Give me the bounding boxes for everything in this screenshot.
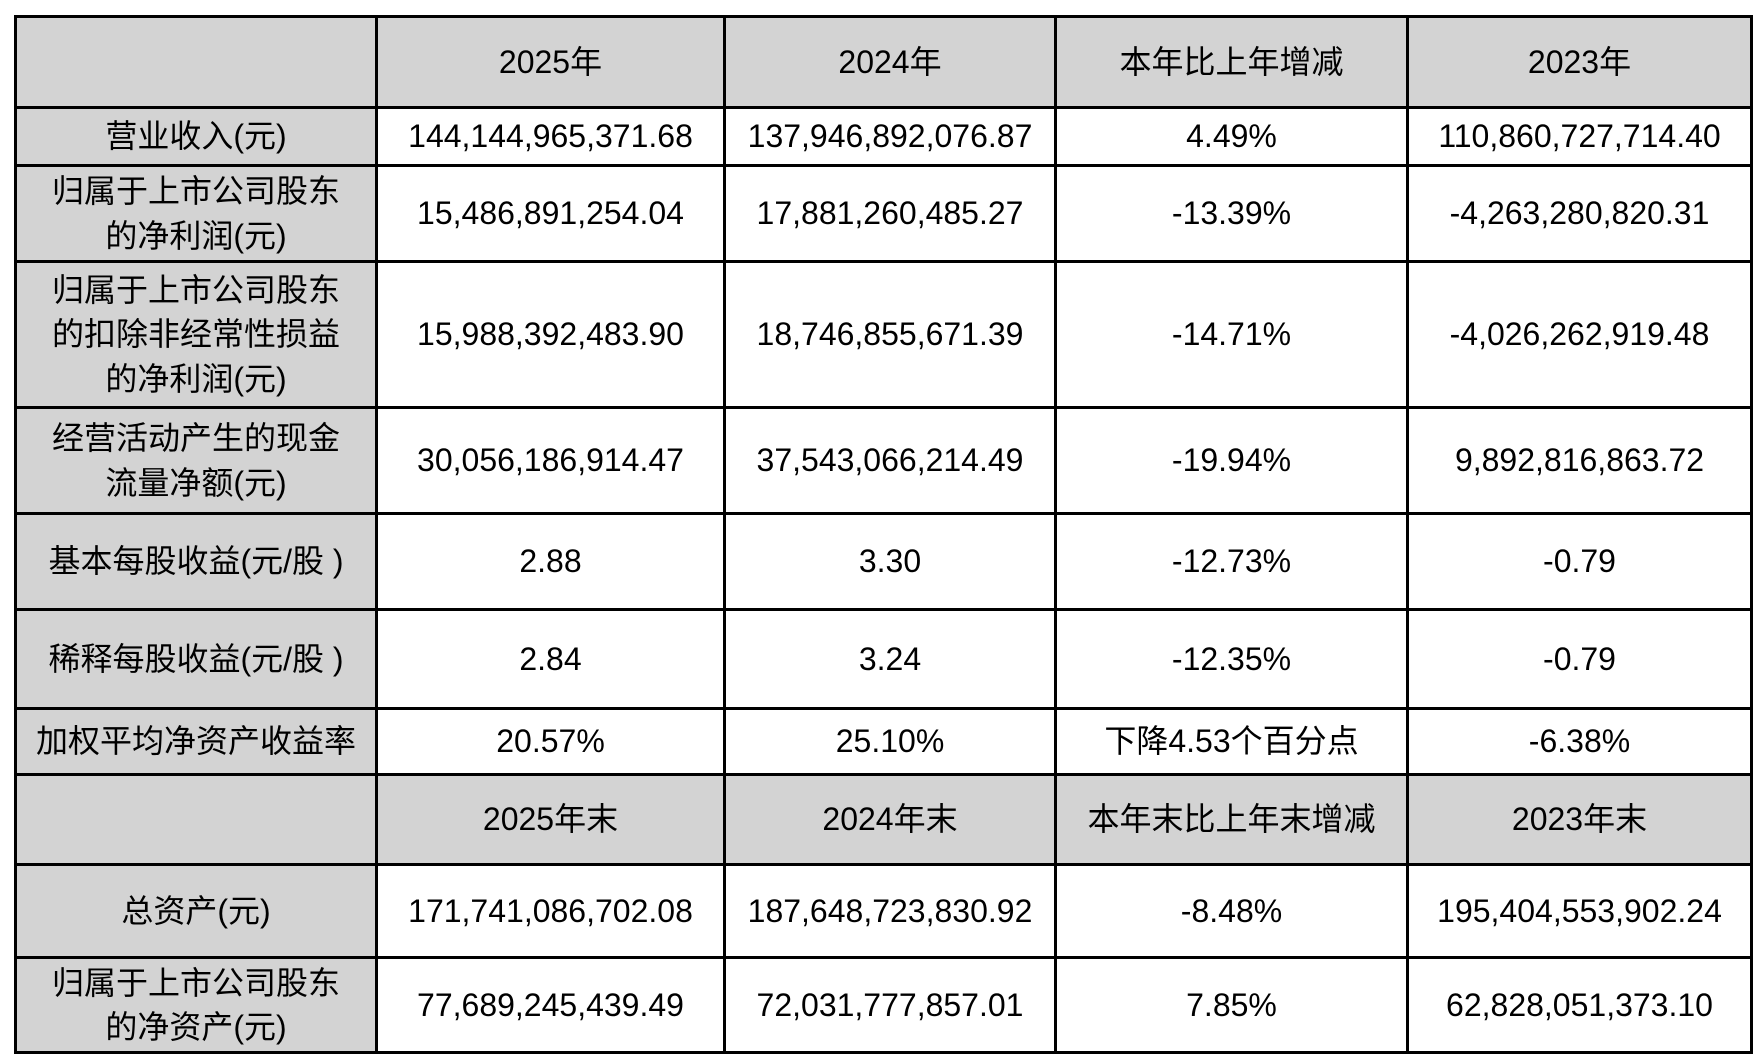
net-assets-2024: 72,031,777,857.01 <box>723 955 1057 1055</box>
col-header-year-2025: 2025年 <box>375 15 726 109</box>
basic-eps-2023: -0.79 <box>1406 512 1753 611</box>
basic-eps-change: -12.73% <box>1054 512 1409 611</box>
net-profit-excl-2024: 18,746,855,671.39 <box>723 260 1057 409</box>
weighted-roe-2025: 20.57% <box>375 707 726 776</box>
row-label-basic-eps: 基本每股收益(元/股 ) <box>14 512 378 611</box>
table-row-revenue: 营业收入(元) 144,144,965,371.68 137,946,892,0… <box>14 106 1753 167</box>
row-label-total-assets: 总资产(元) <box>14 863 378 959</box>
total-assets-2025: 171,741,086,702.08 <box>375 863 726 959</box>
diluted-eps-2024: 3.24 <box>723 608 1057 710</box>
net-profit-2023: -4,263,280,820.31 <box>1406 164 1753 263</box>
diluted-eps-change: -12.35% <box>1054 608 1409 710</box>
row-label-net-profit: 归属于上市公司股东 的净利润(元) <box>14 164 378 263</box>
revenue-2025: 144,144,965,371.68 <box>375 106 726 167</box>
table-row-net-assets: 归属于上市公司股东 的净资产(元) 77,689,245,439.49 72,0… <box>14 955 1753 1055</box>
corner-cell-year-end <box>14 773 378 866</box>
cash-flow-2024: 37,543,066,214.49 <box>723 406 1057 515</box>
table-row-net-profit-excl-nonrecurring: 归属于上市公司股东 的扣除非经常性损益 的净利润(元) 15,988,392,4… <box>14 260 1753 409</box>
weighted-roe-2024: 25.10% <box>723 707 1057 776</box>
row-label-diluted-eps: 稀释每股收益(元/股 ) <box>14 608 378 710</box>
table-row-basic-eps: 基本每股收益(元/股 ) 2.88 3.30 -12.73% -0.79 <box>14 512 1753 611</box>
net-assets-2025: 77,689,245,439.49 <box>375 955 726 1055</box>
row-label-weighted-roe: 加权平均净资产收益率 <box>14 707 378 776</box>
row-label-net-assets: 归属于上市公司股东 的净资产(元) <box>14 955 378 1055</box>
basic-eps-2024: 3.30 <box>723 512 1057 611</box>
corner-cell-annual <box>14 15 378 109</box>
net-profit-excl-2023: -4,026,262,919.48 <box>1406 260 1753 409</box>
col-header-end-2025: 2025年末 <box>375 773 726 866</box>
net-profit-2025: 15,486,891,254.04 <box>375 164 726 263</box>
diluted-eps-2023: -0.79 <box>1406 608 1753 710</box>
revenue-change: 4.49% <box>1054 106 1409 167</box>
col-header-end-2023: 2023年末 <box>1406 773 1753 866</box>
col-header-yoy-change: 本年比上年增减 <box>1054 15 1409 109</box>
row-label-revenue: 营业收入(元) <box>14 106 378 167</box>
row-label-cash-flow: 经营活动产生的现金 流量净额(元) <box>14 406 378 515</box>
row-label-net-profit-excl: 归属于上市公司股东 的扣除非经常性损益 的净利润(元) <box>14 260 378 409</box>
net-profit-excl-2025: 15,988,392,483.90 <box>375 260 726 409</box>
net-assets-change: 7.85% <box>1054 955 1409 1055</box>
diluted-eps-2025: 2.84 <box>375 608 726 710</box>
col-header-year-2024: 2024年 <box>723 15 1057 109</box>
table-row-diluted-eps: 稀释每股收益(元/股 ) 2.84 3.24 -12.35% -0.79 <box>14 608 1753 710</box>
cash-flow-change: -19.94% <box>1054 406 1409 515</box>
total-assets-change: -8.48% <box>1054 863 1409 959</box>
col-header-end-change: 本年末比上年末增减 <box>1054 773 1409 866</box>
basic-eps-2025: 2.88 <box>375 512 726 611</box>
header-row-annual: 2025年 2024年 本年比上年增减 2023年 <box>14 15 1753 109</box>
net-assets-2023: 62,828,051,373.10 <box>1406 955 1753 1055</box>
cash-flow-2023: 9,892,816,863.72 <box>1406 406 1753 515</box>
net-profit-2024: 17,881,260,485.27 <box>723 164 1057 263</box>
net-profit-change: -13.39% <box>1054 164 1409 263</box>
weighted-roe-change: 下降4.53个百分点 <box>1054 707 1409 776</box>
table-row-total-assets: 总资产(元) 171,741,086,702.08 187,648,723,83… <box>14 863 1753 959</box>
col-header-end-2024: 2024年末 <box>723 773 1057 866</box>
table-row-weighted-roe: 加权平均净资产收益率 20.57% 25.10% 下降4.53个百分点 -6.3… <box>14 707 1753 776</box>
header-row-year-end: 2025年末 2024年末 本年末比上年末增减 2023年末 <box>14 773 1753 866</box>
col-header-year-2023: 2023年 <box>1406 15 1753 109</box>
revenue-2024: 137,946,892,076.87 <box>723 106 1057 167</box>
net-profit-excl-change: -14.71% <box>1054 260 1409 409</box>
total-assets-2024: 187,648,723,830.92 <box>723 863 1057 959</box>
total-assets-2023: 195,404,553,902.24 <box>1406 863 1753 959</box>
revenue-2023: 110,860,727,714.40 <box>1406 106 1753 167</box>
weighted-roe-2023: -6.38% <box>1406 707 1753 776</box>
table-row-net-profit: 归属于上市公司股东 的净利润(元) 15,486,891,254.04 17,8… <box>14 164 1753 263</box>
table-row-operating-cash-flow: 经营活动产生的现金 流量净额(元) 30,056,186,914.47 37,5… <box>14 406 1753 515</box>
cash-flow-2025: 30,056,186,914.47 <box>375 406 726 515</box>
financial-summary-table: 2025年 2024年 本年比上年增减 2023年 营业收入(元) 144,14… <box>14 15 1753 1055</box>
